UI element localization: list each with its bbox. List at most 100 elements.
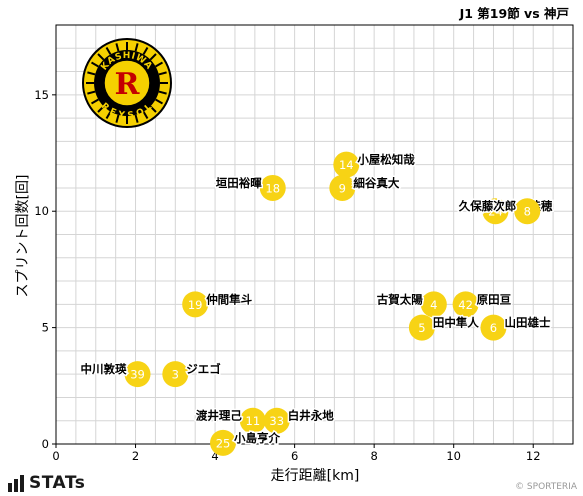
logo-ray — [134, 43, 139, 52]
player-name-label: 小島亨介 — [233, 431, 280, 445]
logo-ray — [155, 61, 164, 68]
logo-ray — [134, 114, 139, 123]
y-tick-label: 10 — [34, 204, 49, 218]
logo-ray — [142, 46, 149, 55]
player-marker — [162, 361, 189, 388]
logo-ray — [149, 105, 157, 113]
logo-ray — [158, 90, 167, 95]
player-point: 14 小屋松知哉 — [333, 151, 417, 178]
x-tick-label: 0 — [52, 449, 59, 463]
stats-bars-icon — [8, 474, 24, 492]
plot-frame — [55, 24, 574, 445]
x-axis-label: 走行距離[km] — [271, 467, 360, 484]
player-number: 5 — [418, 321, 425, 335]
logo-ray — [87, 90, 96, 95]
logo-ray — [158, 71, 167, 76]
player-name-label: 垣田裕暉 — [216, 176, 262, 190]
player-number: 18 — [265, 181, 280, 195]
player-number: 11 — [246, 414, 261, 428]
x-tick-label: 8 — [370, 449, 377, 463]
player-point: 11 渡井理己 — [194, 407, 266, 434]
player-point: 33 白井永地 — [263, 407, 336, 434]
logo-ray — [97, 105, 105, 113]
player-point: 6 山田雄士 — [480, 314, 552, 341]
player-number: 4 — [430, 298, 437, 312]
x-tick-label: 6 — [291, 449, 298, 463]
player-name-label: 仲間隼斗 — [206, 292, 252, 306]
y-tick-label: 15 — [34, 88, 49, 102]
logo-ray — [97, 53, 105, 61]
logo-ray — [90, 98, 99, 105]
player-number: 8 — [524, 205, 531, 219]
logo-ray — [90, 61, 99, 68]
player-marker — [329, 174, 356, 201]
match-title: J1 第19節 vs 神戸 — [459, 6, 569, 21]
logo-ray — [115, 43, 120, 52]
player-number: 39 — [130, 368, 145, 382]
player-number: 19 — [188, 298, 203, 312]
player-name-label: 久保藤次郎 — [458, 199, 517, 213]
player-name-label: 古賀太陽 — [377, 292, 423, 306]
player-point: 25 小島亨介 — [210, 429, 282, 456]
player-name-label: ジエゴ — [186, 362, 221, 376]
player-marker — [333, 151, 360, 178]
player-number: 9 — [339, 181, 346, 195]
stats-brand: STATs — [8, 473, 85, 493]
player-point: 8 久保藤次郎 — [456, 198, 541, 225]
player-number: 6 — [490, 321, 497, 335]
x-tick-label: 10 — [446, 449, 461, 463]
player-number: 14 — [339, 158, 354, 172]
x-tick-label: 12 — [526, 449, 541, 463]
logo-mark: R — [115, 67, 141, 102]
player-marker — [124, 361, 151, 388]
x-tick-label: 2 — [132, 449, 139, 463]
player-point: 42 原田亘 — [452, 291, 513, 318]
y-tick-label: 5 — [42, 321, 49, 335]
player-number: 3 — [172, 368, 179, 382]
logo-ray — [105, 46, 112, 55]
player-marker — [259, 174, 286, 201]
player-point: 4 古賀太陽 — [375, 291, 447, 318]
player-marker — [408, 314, 435, 341]
player-name-label: 細谷真大 — [353, 176, 399, 190]
player-number: 42 — [458, 298, 473, 312]
copyright: © SPORTERIA — [515, 482, 577, 492]
y-tick-label: 0 — [42, 437, 49, 451]
player-name-label: 白井永地 — [288, 409, 334, 423]
kashiwa-reysol-logo: R KASHIWA REYSOL — [82, 38, 172, 128]
logo-ray — [142, 111, 149, 120]
player-marker — [420, 291, 447, 318]
brand-text: STATs — [29, 473, 86, 493]
player-point: 9 細谷真大 — [329, 174, 401, 201]
player-point: 19 仲間隼斗 — [182, 291, 254, 318]
y-axis-label: スプリント回数[回] — [15, 175, 31, 298]
player-point: 5 田中隼人 — [408, 314, 481, 341]
player-marker — [182, 291, 209, 318]
player-marker — [210, 429, 237, 456]
player-number: 25 — [216, 436, 231, 450]
logo-ray — [155, 98, 164, 105]
player-name-label: 田中隼人 — [433, 316, 479, 330]
player-marker — [482, 198, 509, 225]
player-name-label: 渡井理己 — [196, 409, 242, 423]
logo-ray — [105, 111, 112, 120]
logo-ray — [149, 53, 157, 61]
x-tick-label: 4 — [211, 449, 218, 463]
player-name-label: 中川敦瑛 — [81, 362, 127, 376]
player-marker — [263, 407, 290, 434]
player-point: 3 ジエゴ — [162, 361, 223, 388]
player-marker — [480, 314, 507, 341]
points-layer: 14小屋松知哉9細谷真大18垣田裕暉24小泉佳穂8久保藤次郎19仲間隼斗4古賀太… — [79, 151, 554, 456]
logo-ray — [115, 114, 120, 123]
player-marker — [239, 407, 266, 434]
player-marker — [452, 291, 479, 318]
player-number: 33 — [269, 414, 284, 428]
player-name-label: 原田亘 — [477, 292, 512, 306]
logo-ray — [87, 71, 96, 76]
player-marker — [514, 198, 541, 225]
player-name-label: 山田雄士 — [504, 316, 550, 330]
player-name-label: 小屋松知哉 — [356, 153, 415, 167]
axis-layer: 0 2 4 6 8 10 12 0 5 10 15 — [34, 24, 574, 463]
